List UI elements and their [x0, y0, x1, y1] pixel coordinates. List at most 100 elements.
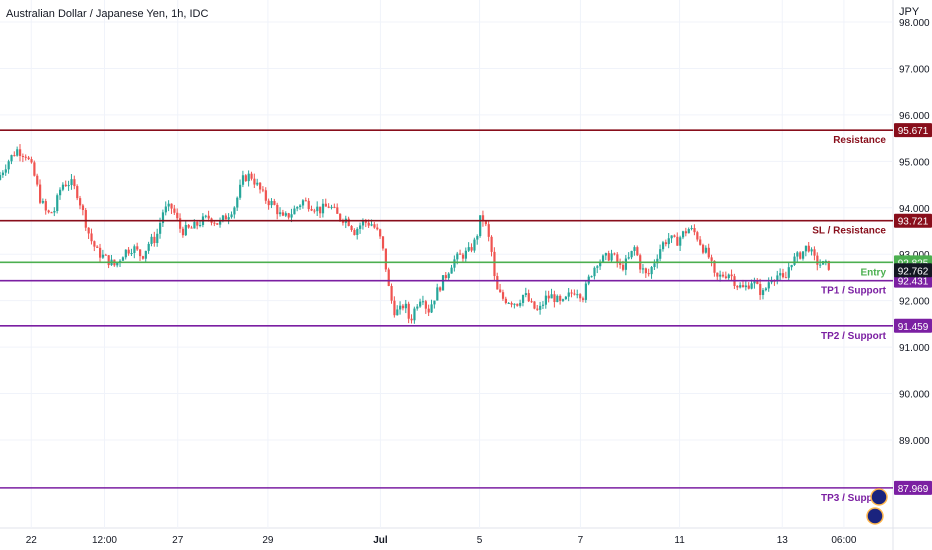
candle-body: [516, 303, 519, 306]
candle-body: [564, 296, 568, 300]
candle-body: [687, 229, 690, 234]
candle-body: [793, 256, 796, 265]
candle-body: [667, 238, 670, 245]
candle-body: [7, 161, 10, 170]
candle-body: [761, 290, 765, 295]
candle-body: [490, 236, 493, 252]
candle-body: [679, 237, 682, 246]
candle-body: [504, 298, 507, 303]
y-tick-label: 92.000: [899, 297, 930, 308]
candle-body: [136, 246, 139, 250]
candle-body: [4, 169, 7, 173]
candle-body: [433, 300, 436, 305]
candle-body: [50, 212, 53, 214]
candle-body: [350, 225, 353, 230]
candle-body: [133, 246, 136, 254]
level-label: TP3 / Support: [821, 493, 887, 504]
candle-body: [541, 304, 545, 306]
candle-body: [401, 305, 405, 309]
candle-body: [367, 222, 370, 226]
candle-body: [407, 303, 410, 319]
price-badge: [894, 213, 932, 228]
candle-body: [741, 285, 745, 288]
candle-body: [150, 236, 153, 244]
candle-body: [41, 201, 45, 203]
candle-body: [359, 225, 362, 229]
candle-body: [356, 228, 359, 235]
price-badge-label: 93.721: [898, 217, 929, 228]
candle-body: [44, 201, 47, 211]
candle-body: [61, 184, 65, 190]
candle-body: [424, 301, 427, 309]
time-axis[interactable]: 22 12:00 27 29 Jul 5 7 11 13 06:00: [26, 535, 857, 546]
candle-body: [53, 210, 56, 213]
candle-body: [296, 206, 299, 209]
candle-body: [499, 289, 502, 293]
candle-body: [24, 156, 27, 158]
candle-body: [239, 184, 242, 198]
candle-body: [493, 251, 496, 277]
candle-body: [179, 218, 182, 229]
candle-body: [273, 201, 276, 205]
candle-body: [70, 179, 73, 186]
y-tick-label: 97.000: [899, 64, 930, 75]
x-tick-label: 5: [477, 535, 483, 546]
candle-body: [436, 287, 439, 301]
candle-body: [399, 305, 402, 310]
candle-body: [530, 301, 533, 303]
candle-body: [221, 215, 225, 221]
candle-body: [130, 253, 133, 255]
candle-body: [470, 247, 473, 251]
candle-body: [807, 245, 810, 252]
candle-body: [527, 293, 530, 302]
candle-body: [384, 248, 387, 270]
candle-body: [370, 224, 373, 226]
price-badge: [894, 318, 932, 333]
candle-body: [579, 294, 582, 299]
candle-body: [561, 299, 565, 301]
y-tick-label: 94.000: [899, 204, 930, 215]
candle-body: [816, 255, 819, 265]
candle-body: [196, 222, 199, 226]
candle-body: [321, 203, 325, 214]
candlestick-series: [0, 144, 830, 324]
candle-body: [233, 207, 236, 215]
candle-body: [647, 273, 650, 275]
candle-body: [619, 263, 622, 265]
candle-body: [559, 295, 562, 301]
candle-body: [139, 249, 142, 257]
price-axis[interactable]: 98.00097.00096.00095.00094.00093.00092.0…: [894, 18, 932, 495]
x-tick-label: 06:00: [831, 535, 856, 546]
candle-body: [213, 222, 216, 224]
price-badge-label: 87.969: [898, 484, 929, 495]
candle-body: [430, 304, 433, 313]
candle-body: [339, 213, 342, 221]
candle-body: [630, 250, 633, 258]
candle-body: [699, 239, 702, 245]
au-flag-icon: [866, 507, 884, 525]
candle-body: [764, 288, 768, 291]
candle-body: [373, 224, 376, 228]
level-label: TP2 / Support: [821, 331, 887, 342]
candle-body: [427, 308, 430, 313]
candle-body: [701, 244, 705, 253]
candle-body: [487, 224, 490, 237]
candle-body: [536, 308, 539, 310]
candle-body: [227, 217, 230, 220]
candle-body: [570, 292, 573, 294]
event-flags[interactable]: [866, 488, 888, 525]
currency-label: JPY: [899, 6, 920, 18]
candle-body: [641, 268, 645, 270]
price-badge: [894, 123, 932, 138]
candle-body: [167, 203, 170, 207]
candle-body: [676, 236, 679, 246]
candle-body: [447, 273, 450, 279]
candle-body: [0, 175, 2, 180]
candle-body: [10, 155, 13, 162]
candle-body: [601, 255, 605, 262]
candle-body: [796, 252, 799, 257]
candle-body: [379, 229, 382, 237]
candle-body: [719, 274, 722, 277]
candle-body: [644, 268, 648, 274]
